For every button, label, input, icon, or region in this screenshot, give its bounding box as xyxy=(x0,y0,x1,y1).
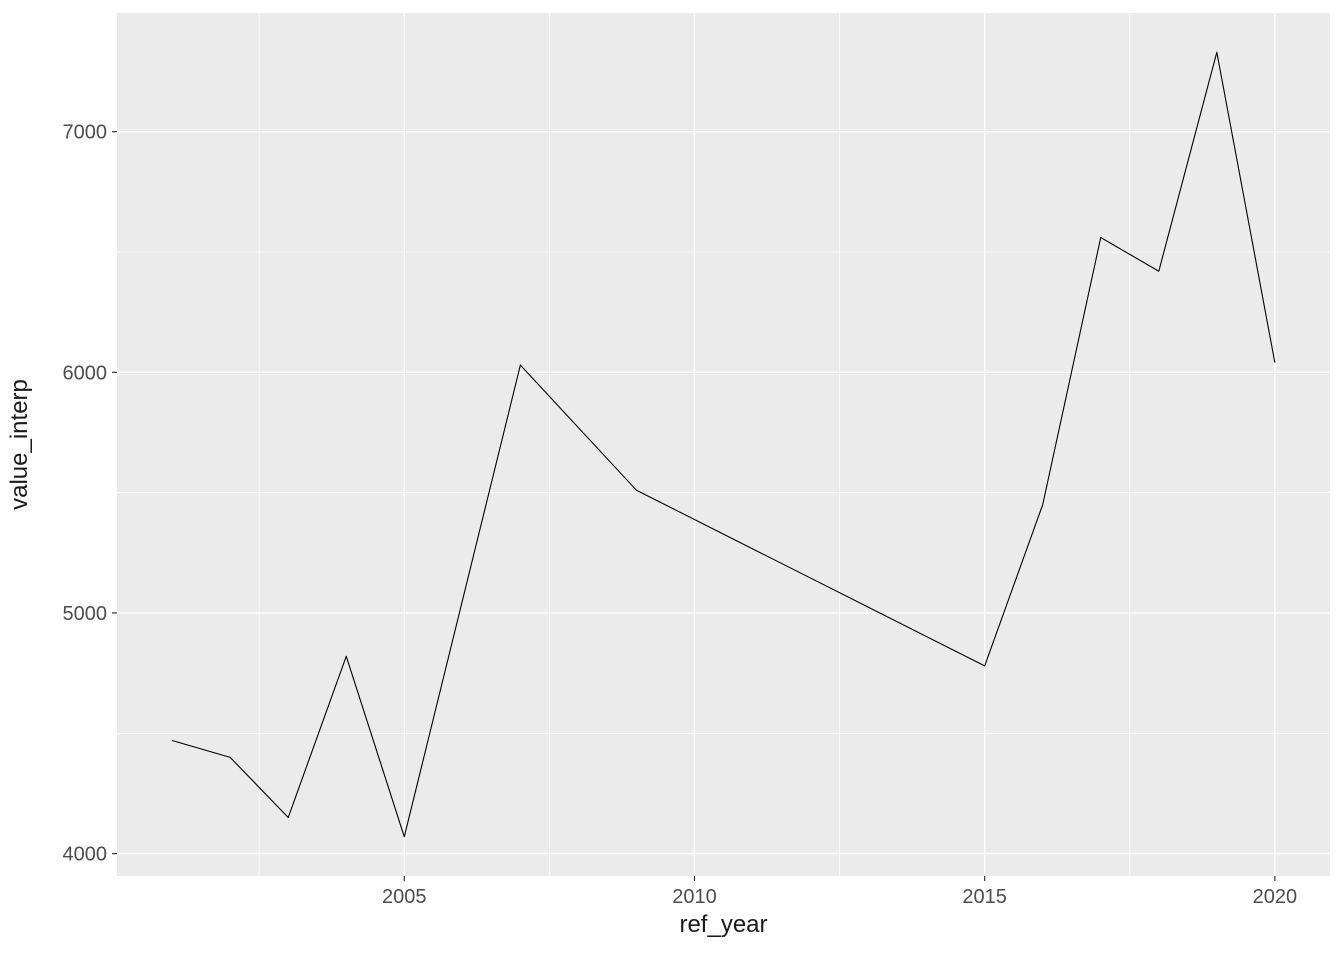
data-line xyxy=(171,51,1276,838)
y-tick-label: 5000 xyxy=(63,603,108,625)
x-axis-title: ref_year xyxy=(679,911,767,938)
plot-panel xyxy=(117,13,1330,876)
y-axis-title: value_interp xyxy=(6,379,33,510)
y-tick-label: 6000 xyxy=(63,362,108,384)
x-tick-label: 2015 xyxy=(962,886,1007,908)
y-tick-label: 4000 xyxy=(63,844,108,866)
x-tick-label: 2005 xyxy=(382,886,427,908)
x-tick-label: 2020 xyxy=(1253,886,1298,908)
x-tick-label: 2010 xyxy=(672,886,717,908)
y-tick-label: 7000 xyxy=(63,122,108,144)
